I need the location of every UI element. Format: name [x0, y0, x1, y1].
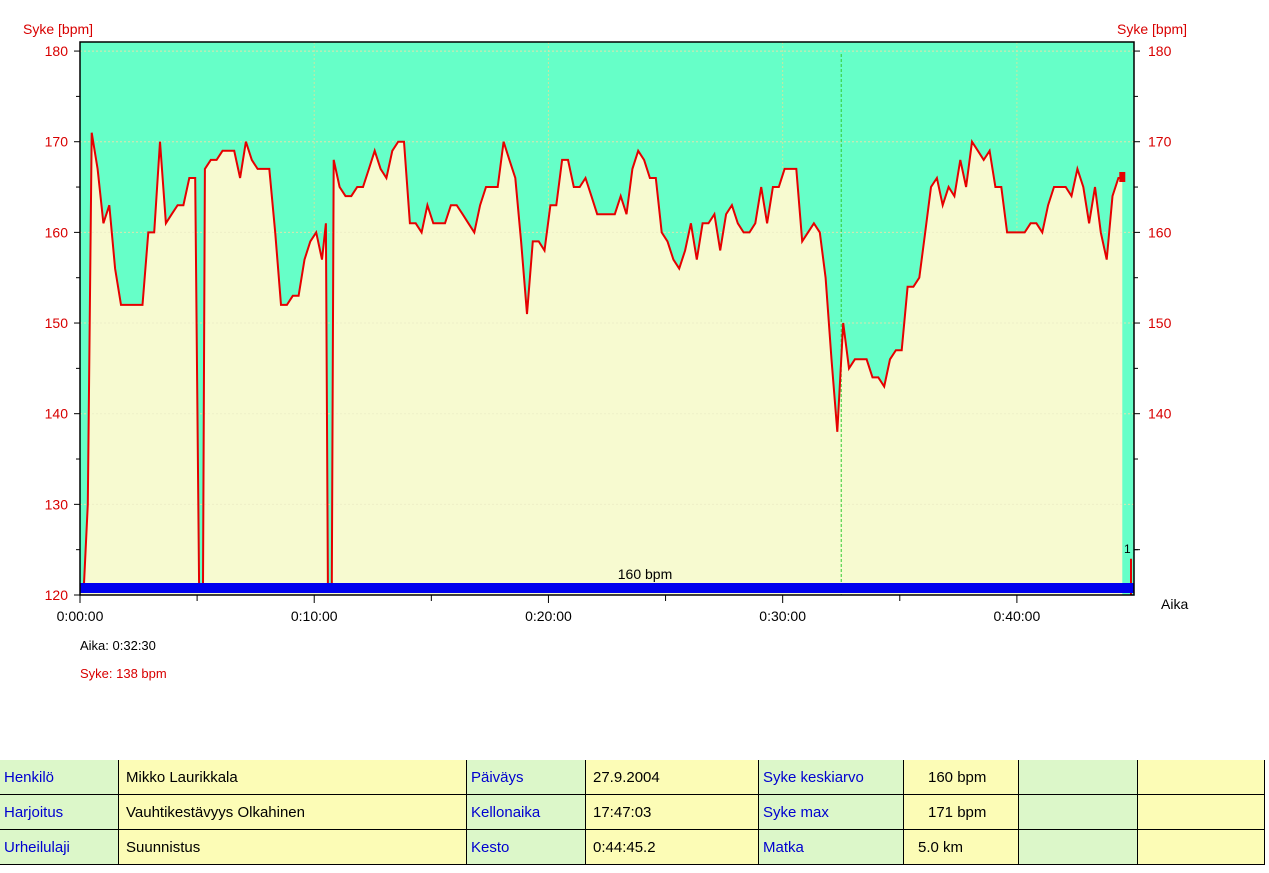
summary-value: 27.9.2004 [585, 760, 759, 795]
x-tick-label: 0:30:00 [759, 608, 806, 624]
y-tick-label-left: 160 [45, 224, 69, 240]
summary-label: Harjoitus [0, 794, 119, 830]
exercise-summary-table: Henkilö Mikko Laurikkala Päiväys 27.9.2004 S… [0, 760, 1265, 865]
plot-frame [79, 41, 1135, 596]
summary-empty-cell [1018, 829, 1138, 865]
cursor-heart-rate-readout: Syke: 138 bpm [80, 666, 167, 681]
summary-empty-cell [1137, 760, 1265, 795]
summary-row-exercise: Harjoitus Vauhtikestävyys Olkahinen Kellon… [0, 794, 1265, 830]
heart-rate-line [80, 132, 1123, 587]
summary-label: Syke max [758, 794, 904, 830]
summary-empty-cell [1137, 829, 1265, 865]
y-tick-label-right: 180 [1148, 43, 1172, 59]
average-bar [80, 583, 1134, 593]
cursor-time-readout: Aika: 0:32:30 [80, 638, 156, 653]
y-axis-label-left: Syke [bpm] [23, 21, 94, 37]
series-end-marker [1119, 171, 1126, 182]
summary-value: 160 bpm [903, 760, 1019, 795]
summary-label: Syke keskiarvo [758, 760, 904, 795]
summary-label: Henkilö [0, 760, 119, 795]
summary-value: 0:44:45.2 [585, 829, 759, 865]
x-tick-label: 0:10:00 [291, 608, 338, 624]
y-tick-label-left: 130 [45, 496, 69, 512]
y-tick-label-left: 170 [45, 134, 69, 150]
summary-label: Kellonaika [466, 794, 586, 830]
y-tick-label-left: 120 [45, 587, 69, 603]
x-tick-label: 0:20:00 [525, 608, 572, 624]
summary-label: Päiväys [466, 760, 586, 795]
summary-row-sport: Urheilulaji Suunnistus Kesto 0:44:45.2 Matka… [0, 829, 1265, 865]
summary-value: 17:47:03 [585, 794, 759, 830]
summary-value: Suunnistus [118, 829, 467, 865]
y-tick-label-left: 150 [45, 315, 69, 331]
summary-label: Urheilulaji [0, 829, 119, 865]
y-tick-label-right: 140 [1148, 406, 1172, 422]
summary-empty-cell [1018, 794, 1138, 830]
y-tick-label-right: 160 [1148, 224, 1172, 240]
plot-area[interactable]: 160 bpm 1 [80, 42, 1134, 595]
right-marker-label: 1 [1124, 542, 1131, 556]
axes: 120 130 140 150 160 170 180 140 150 160 170 180 0:00… [45, 41, 1172, 624]
summary-value: Vauhtikestävyys Olkahinen [118, 794, 467, 830]
y-tick-label-left: 180 [45, 43, 69, 59]
summary-label: Kesto [466, 829, 586, 865]
y-tick-label-right: 150 [1148, 315, 1172, 331]
summary-row-person: Henkilö Mikko Laurikkala Päiväys 27.9.2004 S… [0, 760, 1265, 795]
summary-empty-cell [1137, 794, 1265, 830]
average-label: 160 bpm [618, 566, 672, 582]
y-axis-label-right: Syke [bpm] [1117, 21, 1188, 37]
x-tick-label: 0:40:00 [994, 608, 1041, 624]
summary-empty-cell [1018, 760, 1138, 795]
x-axis-label: Aika [1161, 596, 1189, 612]
summary-label: Matka [758, 829, 904, 865]
summary-value: 171 bpm [903, 794, 1019, 830]
summary-value: 5.0 km [903, 829, 1019, 865]
y-tick-label-left: 140 [45, 406, 69, 422]
x-tick-label: 0:00:00 [57, 608, 104, 624]
y-tick-label-right: 170 [1148, 134, 1172, 150]
summary-value: Mikko Laurikkala [118, 760, 467, 795]
heart-rate-area [80, 132, 1123, 595]
